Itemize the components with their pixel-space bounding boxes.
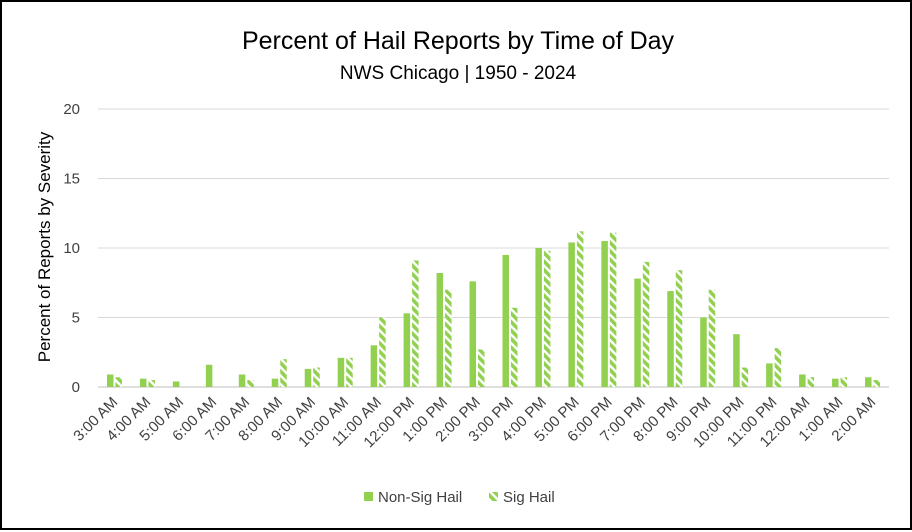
y-tick-label: 10 xyxy=(63,240,80,257)
bar-sig-hail xyxy=(379,317,386,387)
bar-non-sig-hail xyxy=(238,374,246,387)
legend-swatch-sig-hail xyxy=(489,492,498,501)
bar-non-sig-hail xyxy=(106,374,114,387)
bar-non-sig-hail xyxy=(667,291,674,387)
bar-sig-hail xyxy=(708,289,716,387)
legend-swatch-non-sig-hail xyxy=(364,492,373,501)
bar-non-sig-hail xyxy=(601,241,608,387)
bar-sig-hail xyxy=(741,367,749,387)
bar-sig-hail xyxy=(478,349,485,387)
chart-subtitle: NWS Chicago | 1950 - 2024 xyxy=(340,63,577,84)
bar-non-sig-hail xyxy=(271,378,279,387)
bar-non-sig-hail xyxy=(436,273,444,387)
gridlines xyxy=(98,108,889,388)
bar-non-sig-hail xyxy=(370,345,378,387)
x-tick-labels: 3:00 AM4:00 AM5:00 AM6:00 AM7:00 AM8:00 … xyxy=(70,394,879,451)
bar-non-sig-hail xyxy=(502,254,509,387)
bar-non-sig-hail xyxy=(337,357,345,387)
legend-label-non-sig-hail: Non-Sig Hail xyxy=(378,489,462,506)
bar-sig-hail xyxy=(675,270,683,387)
bar-non-sig-hail xyxy=(733,334,740,387)
bar-non-sig-hail xyxy=(469,281,477,387)
bar-sig-hail xyxy=(247,380,254,387)
y-axis-label: Percent of Reports by Severity xyxy=(35,131,54,362)
bar-non-sig-hail xyxy=(568,242,575,387)
y-tick-label: 0 xyxy=(72,379,80,396)
bars xyxy=(106,231,881,387)
bar-sig-hail xyxy=(346,357,353,387)
bar-non-sig-hail xyxy=(766,363,773,387)
legend-label-sig-hail: Sig Hail xyxy=(503,489,555,506)
bar-non-sig-hail xyxy=(172,381,180,387)
legend: Non-Sig Hail Sig Hail xyxy=(364,489,555,506)
bar-sig-hail xyxy=(412,260,419,387)
bar-non-sig-hail xyxy=(799,374,806,387)
chart-title: Percent of Hail Reports by Time of Day xyxy=(242,27,675,55)
bar-sig-hail xyxy=(576,231,584,387)
bar-non-sig-hail xyxy=(700,317,707,387)
bar-sig-hail xyxy=(774,348,782,387)
bar-sig-hail xyxy=(873,380,881,387)
bar-non-sig-hail xyxy=(403,313,411,387)
y-tick-label: 5 xyxy=(72,310,80,327)
y-tick-labels: 0 5 10 15 20 xyxy=(63,101,80,396)
bar-non-sig-hail xyxy=(304,368,312,387)
y-tick-label: 20 xyxy=(63,101,80,118)
bar-sig-hail xyxy=(840,377,848,387)
bar-sig-hail xyxy=(445,289,452,387)
bar-sig-hail xyxy=(313,367,320,387)
bar-sig-hail xyxy=(280,359,287,387)
bar-sig-hail xyxy=(510,307,518,387)
bar-non-sig-hail xyxy=(634,278,641,387)
bar-sig-hail xyxy=(807,377,815,387)
bar-non-sig-hail xyxy=(205,364,213,387)
bar-sig-hail xyxy=(642,261,650,387)
bar-sig-hail xyxy=(543,250,551,387)
bar-non-sig-hail xyxy=(535,248,542,387)
bar-sig-hail xyxy=(609,232,617,387)
y-tick-label: 15 xyxy=(63,171,80,188)
bar-sig-hail xyxy=(115,377,122,387)
bar-non-sig-hail xyxy=(832,378,839,387)
bar-non-sig-hail xyxy=(865,377,872,387)
bar-sig-hail xyxy=(148,380,155,387)
bar-non-sig-hail xyxy=(139,378,147,387)
